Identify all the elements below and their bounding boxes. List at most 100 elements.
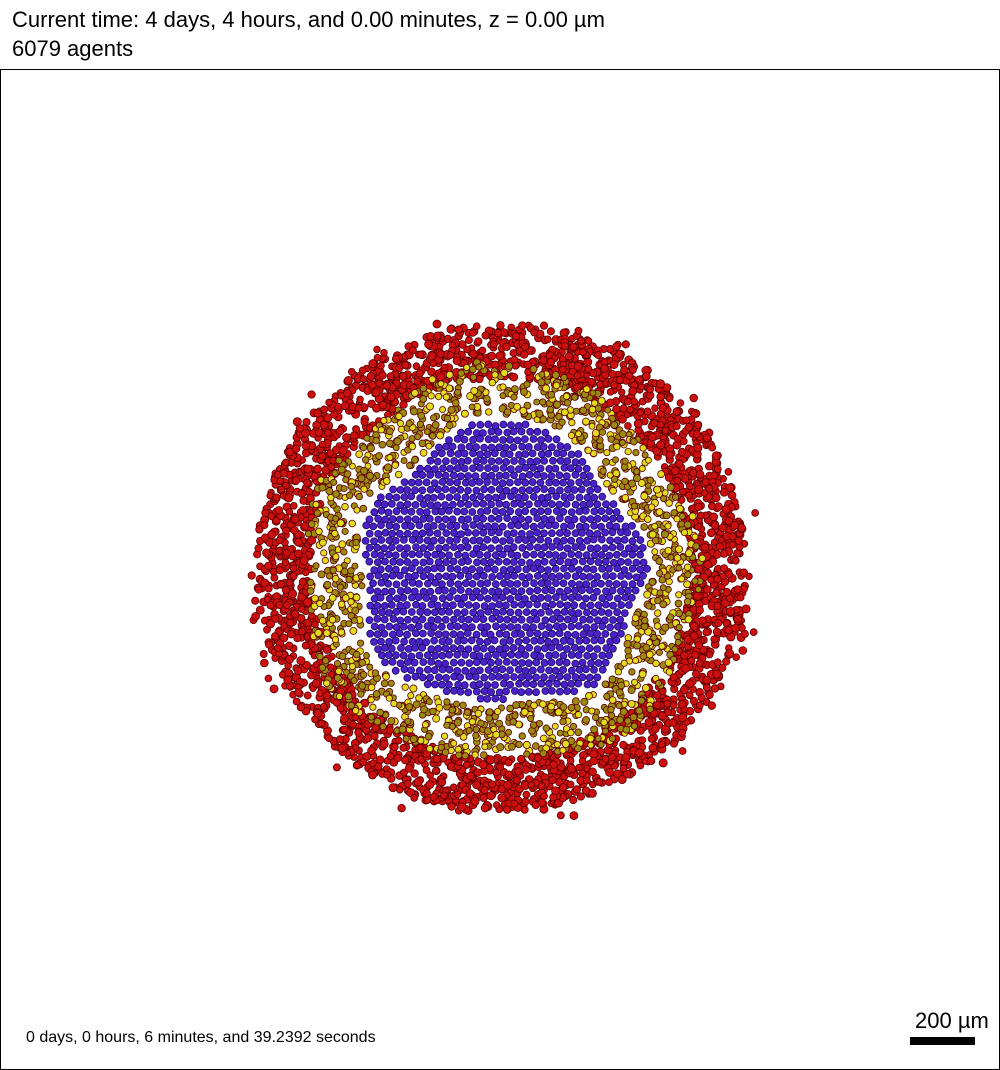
blue-cell	[507, 521, 516, 530]
yellow-cell	[675, 564, 683, 572]
red-cell	[724, 516, 733, 525]
blue-cell	[529, 463, 538, 472]
blue-cell	[450, 457, 459, 465]
yellow-cell	[409, 735, 418, 744]
blue-cell	[567, 464, 575, 473]
yellow-cell	[608, 675, 617, 684]
blue-cell	[418, 629, 427, 638]
red-cell	[383, 770, 392, 779]
red-cell	[298, 605, 306, 613]
red-cell	[546, 357, 556, 367]
red-cell	[320, 405, 329, 414]
red-cell	[738, 646, 748, 655]
blue-cell	[567, 521, 575, 530]
red-cell	[296, 703, 306, 712]
blue-cell	[509, 543, 518, 552]
blue-cell	[362, 521, 371, 530]
blue-cell	[545, 623, 553, 632]
blue-cell	[499, 464, 508, 472]
blue-cell	[418, 529, 427, 538]
blue-cell	[575, 493, 584, 502]
red-cell	[731, 623, 740, 633]
red-cell	[432, 767, 440, 775]
blue-cell	[460, 449, 469, 458]
yellow-cell	[655, 508, 664, 516]
red-cell	[520, 350, 529, 359]
blue-cell	[491, 507, 500, 516]
blue-cell	[395, 629, 404, 638]
blue-cell	[427, 629, 436, 637]
yellow-cell	[312, 500, 320, 509]
blue-cell	[525, 643, 533, 652]
blue-cell	[522, 608, 531, 616]
yellow-cell	[463, 364, 471, 371]
blue-cell	[475, 478, 484, 486]
yellow-cell	[664, 546, 673, 555]
blue-cell	[376, 593, 385, 602]
red-cell	[726, 632, 736, 642]
red-cell	[466, 771, 475, 781]
blue-cell	[480, 485, 489, 494]
red-cell	[324, 428, 332, 437]
red-cell	[298, 577, 307, 587]
red-cell	[416, 350, 425, 359]
red-cell	[307, 390, 316, 399]
red-cell	[510, 799, 519, 808]
blue-cell	[586, 515, 595, 524]
yellow-cell	[418, 439, 427, 448]
blue-cell	[581, 594, 590, 603]
blue-cell	[513, 580, 522, 588]
red-cell	[689, 696, 698, 706]
yellow-cell	[453, 718, 462, 727]
blue-cell	[547, 643, 556, 652]
yellow-cell	[337, 600, 346, 608]
blue-cell	[456, 499, 465, 508]
red-cell	[620, 365, 629, 375]
blue-cell	[423, 565, 432, 574]
blue-cell	[514, 493, 523, 502]
blue-cell	[537, 436, 545, 444]
blue-cell	[617, 587, 625, 595]
yellow-cell	[459, 701, 467, 710]
blue-cell	[545, 608, 554, 616]
yellow-cell	[445, 384, 454, 393]
yellow-cell	[318, 483, 327, 492]
red-cell	[710, 635, 718, 643]
blue-cell	[560, 608, 569, 616]
yellow-cell	[443, 698, 451, 706]
blue-cell	[563, 571, 571, 580]
blue-cell	[389, 485, 398, 494]
blue-cell	[532, 485, 541, 494]
red-cell	[473, 768, 482, 777]
blue-cell	[499, 650, 508, 659]
red-cell	[492, 801, 501, 809]
red-cell	[589, 756, 598, 766]
red-cell	[298, 506, 308, 515]
blue-cell	[539, 442, 548, 451]
blue-cell	[586, 629, 595, 638]
blue-cell	[365, 557, 374, 566]
blue-cell	[431, 651, 440, 660]
blue-cell	[593, 544, 602, 553]
blue-cell	[589, 652, 598, 661]
red-cell	[472, 780, 481, 790]
yellow-cell	[426, 402, 434, 411]
yellow-cell	[607, 706, 615, 714]
blue-cell	[464, 601, 473, 609]
blue-cell	[407, 564, 416, 573]
blue-cell	[544, 536, 553, 545]
yellow-cell	[657, 470, 665, 478]
blue-cell	[575, 637, 584, 645]
blue-cell	[491, 651, 500, 659]
blue-cell	[476, 420, 485, 429]
blue-cell	[452, 521, 461, 530]
yellow-cell	[674, 599, 683, 608]
yellow-cell	[532, 742, 540, 750]
blue-cell	[483, 551, 492, 560]
yellow-cell	[329, 566, 337, 574]
yellow-cell	[323, 629, 331, 637]
yellow-cell	[390, 699, 398, 708]
blue-cell	[586, 486, 594, 495]
yellow-cell	[571, 697, 580, 706]
blue-cell	[506, 435, 515, 444]
